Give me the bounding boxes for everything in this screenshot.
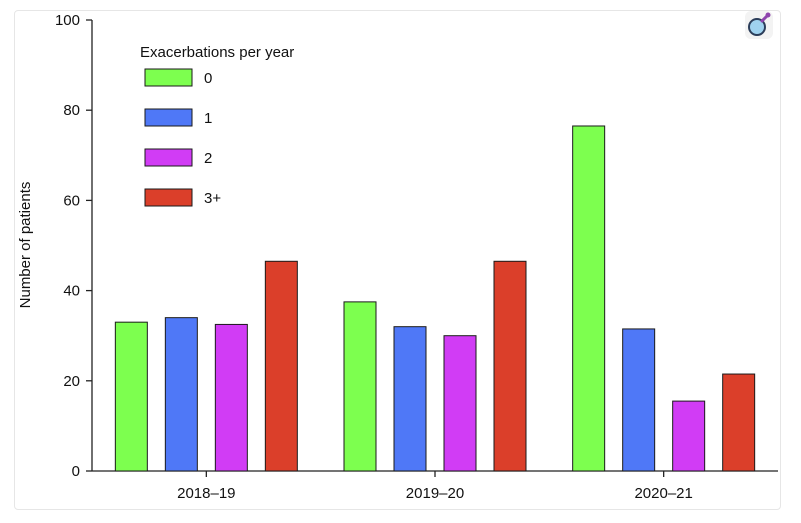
bar: [264, 260, 298, 472]
bar: [672, 400, 706, 472]
y-tick-label: 60: [63, 192, 80, 209]
y-tick-label: 40: [63, 283, 80, 300]
legend-label: 0: [204, 70, 212, 87]
x-tick-label: 2020–21: [634, 485, 692, 502]
bar: [443, 335, 477, 472]
x-tick-label: 2018–19: [177, 485, 235, 502]
legend-label: 2: [204, 150, 212, 167]
legend-title: Exacerbations per year: [140, 44, 294, 61]
legend-label: 1: [204, 110, 212, 127]
magnifier-icon: [745, 11, 773, 39]
bar: [493, 260, 527, 472]
bar: [114, 321, 148, 472]
bars: [114, 125, 756, 472]
bar: [622, 328, 656, 472]
legend-swatch: [144, 148, 193, 167]
legend-swatch: [144, 68, 193, 87]
bar: [214, 323, 248, 472]
x-tick-label: 2019–20: [406, 485, 464, 502]
bar: [572, 125, 606, 472]
legend-swatch: [144, 108, 193, 127]
legend-label: 3+: [204, 190, 221, 207]
y-tick-label: 0: [72, 463, 80, 480]
y-tick-label: 80: [63, 102, 80, 119]
bar: [164, 317, 198, 472]
y-tick-label: 100: [55, 12, 80, 29]
legend-swatch: [144, 188, 193, 207]
bar: [722, 373, 756, 472]
y-axis-title: Number of patients: [17, 182, 34, 309]
y-tick-label: 20: [63, 373, 80, 390]
bar: [343, 301, 377, 472]
bar: [393, 326, 427, 472]
zoom-button[interactable]: [744, 10, 774, 40]
legend: Exacerbations per year 0 1 2 3+: [140, 44, 294, 207]
